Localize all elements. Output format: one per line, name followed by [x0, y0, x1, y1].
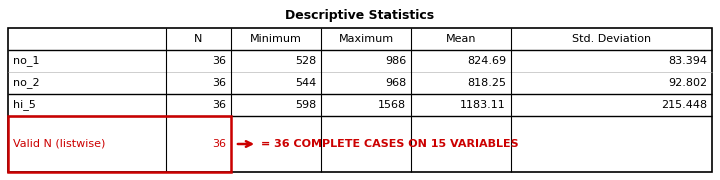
Text: 1183.11: 1183.11	[460, 100, 506, 110]
Text: 36: 36	[212, 78, 226, 88]
Text: N: N	[194, 34, 203, 44]
Text: 36: 36	[212, 139, 226, 149]
Text: 92.802: 92.802	[668, 78, 707, 88]
Text: 986: 986	[384, 56, 406, 66]
Text: 968: 968	[384, 78, 406, 88]
Text: 83.394: 83.394	[668, 56, 707, 66]
Text: 36: 36	[212, 56, 226, 66]
Text: Minimum: Minimum	[250, 34, 302, 44]
Text: 824.69: 824.69	[467, 56, 506, 66]
Text: Std. Deviation: Std. Deviation	[572, 34, 651, 44]
Bar	[8, 116, 231, 172]
Text: = 36 COMPLETE CASES ON 15 VARIABLES: = 36 COMPLETE CASES ON 15 VARIABLES	[261, 139, 518, 149]
Text: Mean: Mean	[446, 34, 476, 44]
Text: 1568: 1568	[378, 100, 406, 110]
Text: 528: 528	[294, 56, 316, 66]
Text: 215.448: 215.448	[661, 100, 707, 110]
Text: Maximum: Maximum	[338, 34, 394, 44]
Text: 598: 598	[294, 100, 316, 110]
Text: 36: 36	[212, 100, 226, 110]
Text: hi_5: hi_5	[13, 100, 36, 111]
Text: 544: 544	[294, 78, 316, 88]
Bar	[8, 28, 712, 172]
Text: no_2: no_2	[13, 78, 40, 88]
Text: no_1: no_1	[13, 56, 40, 66]
Text: Valid N (listwise): Valid N (listwise)	[13, 139, 105, 149]
Text: Descriptive Statistics: Descriptive Statistics	[285, 8, 435, 21]
Text: 818.25: 818.25	[467, 78, 506, 88]
